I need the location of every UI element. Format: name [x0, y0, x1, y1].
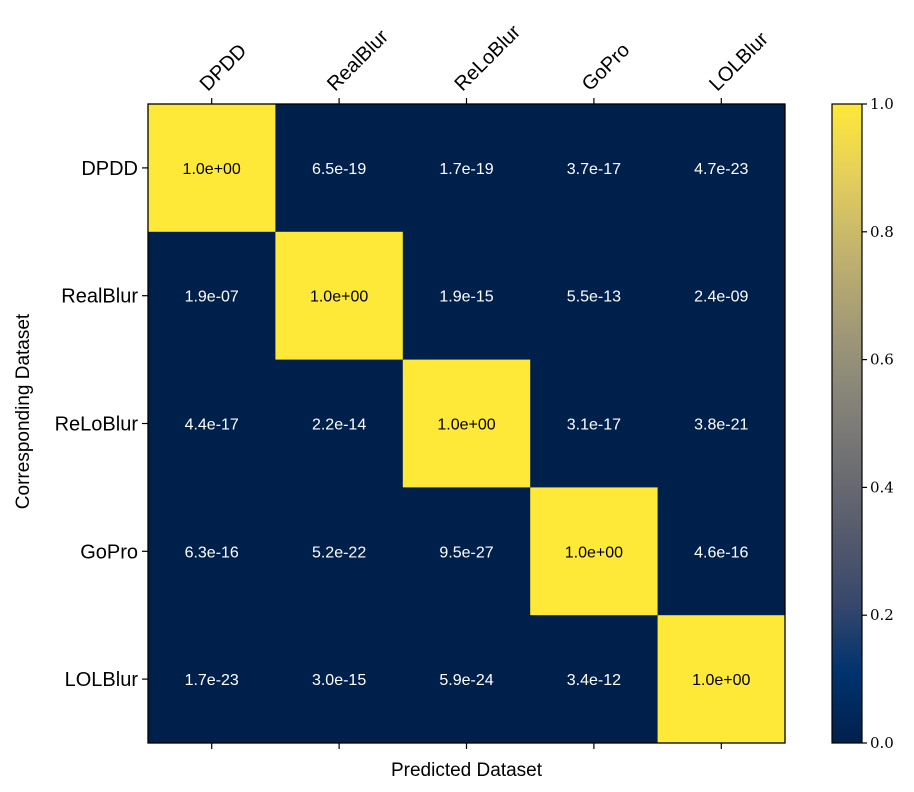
cell-label-4-1: 3.0e-15 [312, 672, 366, 689]
colorbar-scale [831, 103, 863, 744]
cell-label-2-4: 3.8e-21 [694, 417, 748, 434]
cell-label-2-2: 1.0e+00 [437, 417, 495, 434]
colorbar-tick-label: 0.0 [870, 734, 894, 752]
heatmap-cell-4-2 [402, 615, 531, 744]
heatmap-cell-0-4 [657, 104, 786, 233]
heatmap-cell-2-0 [148, 359, 276, 488]
cell-label-1-2: 1.9e-15 [439, 289, 493, 306]
cell-label-0-4: 4.7e-23 [694, 161, 748, 178]
heatmap-cells [148, 104, 786, 744]
x-tick-label: GoPro [578, 39, 634, 95]
heatmap-cell-4-4 [657, 615, 786, 744]
cell-label-3-2: 9.5e-27 [439, 544, 493, 561]
cell-label-4-0: 1.7e-23 [185, 672, 239, 689]
heatmap-cell-0-2 [402, 104, 531, 233]
heatmap-cell-4-0 [148, 615, 276, 744]
y-tick-label: LOLBlur [65, 669, 139, 691]
cell-label-3-4: 4.6e-16 [694, 544, 748, 561]
colorbar-ticks: 0.0 0.2 0.4 0.6 0.8 1.0 [862, 95, 894, 752]
cell-label-1-3: 5.5e-13 [567, 289, 621, 306]
heatmap-cell-2-1 [275, 359, 404, 488]
heatmap-cell-3-3 [530, 487, 659, 616]
heatmap-cell-3-0 [148, 487, 276, 616]
x-tick-label: LOLBlur [705, 28, 773, 96]
heatmap-cell-3-4 [657, 487, 786, 616]
cell-label-2-1: 2.2e-14 [312, 417, 366, 434]
heatmap-cell-2-4 [657, 359, 786, 488]
cell-label-4-2: 5.9e-24 [439, 672, 493, 689]
colorbar-tick-label: 0.2 [870, 606, 894, 624]
heatmap-cell-2-2 [402, 359, 531, 488]
cell-label-4-4: 1.0e+00 [692, 672, 750, 689]
cell-label-2-0: 4.4e-17 [185, 417, 239, 434]
heatmap-cell-1-1 [275, 231, 404, 361]
x-axis-label: Predicted Dataset [391, 760, 543, 781]
heatmap-cell-4-1 [275, 615, 404, 744]
cell-label-0-2: 1.7e-19 [439, 161, 493, 178]
colorbar-tick-label: 1.0 [870, 95, 894, 113]
heatmap-cell-1-0 [148, 231, 276, 361]
cell-label-3-3: 1.0e+00 [565, 544, 623, 561]
heatmap-cell-0-0 [148, 104, 276, 233]
colorbar-tick-label: 0.8 [870, 223, 894, 241]
cell-label-0-0: 1.0e+00 [183, 161, 241, 178]
cell-label-3-1: 5.2e-22 [312, 544, 366, 561]
x-tick-label: RealBlur [323, 26, 393, 96]
heatmap-cell-0-3 [530, 104, 659, 233]
cell-label-2-3: 3.1e-17 [567, 417, 621, 434]
y-tick-label: DPDD [81, 158, 138, 180]
cell-label-4-3: 3.4e-12 [567, 672, 621, 689]
cell-label-0-3: 3.7e-17 [567, 161, 621, 178]
heatmap-cell-0-1 [275, 104, 404, 233]
cell-label-0-1: 6.5e-19 [312, 161, 366, 178]
cell-label-1-0: 1.9e-07 [185, 289, 239, 306]
heatmap-cell-3-1 [275, 487, 404, 616]
x-tick-label: DPDD [196, 40, 252, 96]
heatmap-cell-1-2 [402, 231, 531, 361]
colorbar: 0.0 0.2 0.4 0.6 0.8 1.0 [831, 95, 894, 752]
heatmap-cell-3-2 [402, 487, 531, 616]
heatmap-cell-1-4 [657, 231, 786, 361]
y-tick-label: GoPro [80, 541, 138, 563]
heatmap-cell-1-3 [530, 231, 659, 361]
cell-label-3-0: 6.3e-16 [185, 544, 239, 561]
heatmap-cell-4-3 [530, 615, 659, 744]
y-axis-label: Corresponding Dataset [13, 313, 34, 509]
y-axis-ticks: DPDD RealBlur ReLoBlur GoPro LOLBlur [55, 158, 148, 691]
colorbar-tick-label: 0.6 [870, 351, 894, 369]
colorbar-tick-label: 0.4 [870, 478, 894, 496]
y-tick-label: RealBlur [61, 286, 138, 308]
cell-label-1-1: 1.0e+00 [310, 289, 368, 306]
heatmap-cell-2-3 [530, 359, 659, 488]
cell-label-1-4: 2.4e-09 [694, 289, 748, 306]
heatmap-area: 1.0e+00 6.5e-19 1.7e-19 3.7e-17 4.7e-23 1.9e-… [55, 21, 786, 749]
heatmap-cell-labels: 1.0e+00 6.5e-19 1.7e-19 3.7e-17 4.7e-23 1.9e-… [183, 161, 751, 689]
x-tick-label: ReLoBlur [450, 21, 525, 96]
y-tick-label: ReLoBlur [55, 414, 139, 436]
